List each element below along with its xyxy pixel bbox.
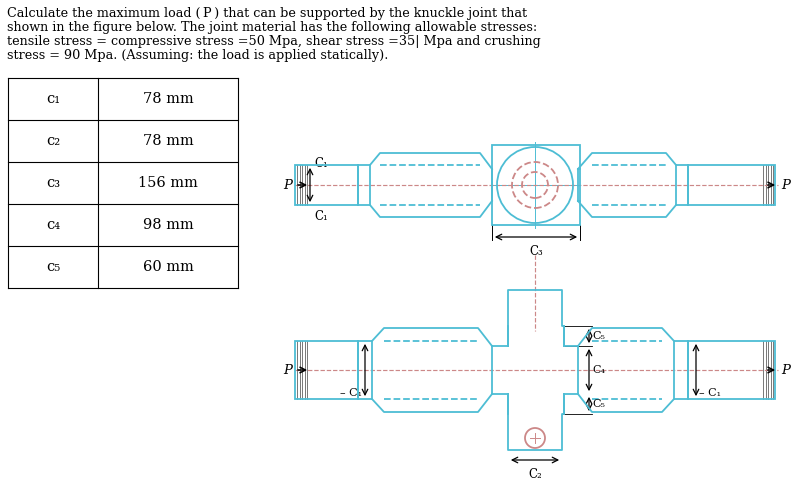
Text: 78 mm: 78 mm xyxy=(142,92,194,106)
Text: C₅: C₅ xyxy=(592,399,605,409)
Text: C₃: C₃ xyxy=(529,245,543,258)
Text: – C₁: – C₁ xyxy=(699,388,721,398)
Text: c₄: c₄ xyxy=(46,218,60,232)
Text: tensile stress = compressive stress =50 Mpa, shear stress =35| Mpa and crushing: tensile stress = compressive stress =50 … xyxy=(7,35,541,48)
Text: 156 mm: 156 mm xyxy=(138,176,198,190)
Text: – C₁: – C₁ xyxy=(340,388,362,398)
Text: P: P xyxy=(781,178,790,192)
Text: Calculate the maximum load ( P ) that can be supported by the knuckle joint that: Calculate the maximum load ( P ) that ca… xyxy=(7,7,527,20)
Bar xyxy=(688,341,775,399)
Bar xyxy=(492,145,580,225)
Text: C₁: C₁ xyxy=(314,210,328,223)
Text: P: P xyxy=(781,364,790,376)
Bar xyxy=(688,165,775,205)
Bar xyxy=(295,165,358,205)
Text: c₂: c₂ xyxy=(46,134,60,148)
Text: 78 mm: 78 mm xyxy=(142,134,194,148)
Text: P: P xyxy=(283,364,292,376)
Text: 60 mm: 60 mm xyxy=(142,260,194,274)
Bar xyxy=(295,341,358,399)
Text: shown in the figure below. The joint material has the following allowable stress: shown in the figure below. The joint mat… xyxy=(7,21,538,34)
Text: C₄: C₄ xyxy=(592,365,605,375)
Text: C₁: C₁ xyxy=(314,157,328,170)
Text: C₂: C₂ xyxy=(528,468,542,481)
Text: 98 mm: 98 mm xyxy=(142,218,194,232)
Text: c₃: c₃ xyxy=(46,176,60,190)
Text: C₅: C₅ xyxy=(592,331,605,341)
Text: P: P xyxy=(283,178,292,192)
Text: c₁: c₁ xyxy=(46,92,60,106)
Text: stress = 90 Mpa. (Assuming: the load is applied statically).: stress = 90 Mpa. (Assuming: the load is … xyxy=(7,49,388,62)
Text: c₅: c₅ xyxy=(46,260,60,274)
